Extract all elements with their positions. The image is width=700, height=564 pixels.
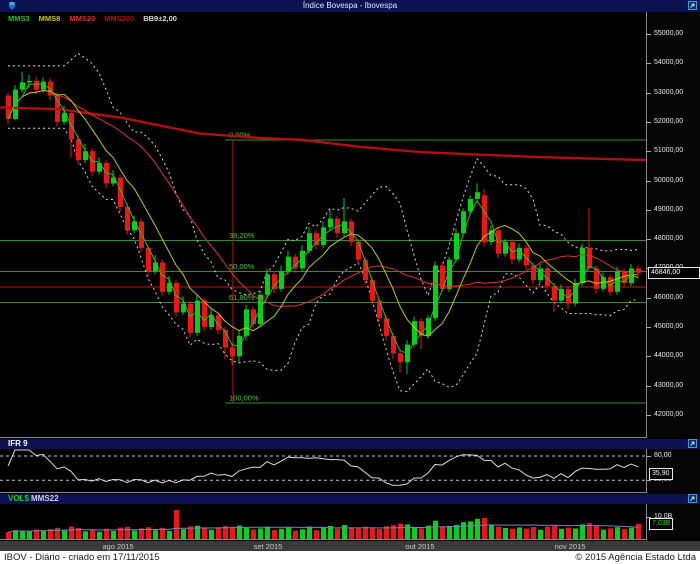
legend-item: MMS200	[104, 14, 135, 23]
price-tick-label: 52000,00	[654, 118, 684, 125]
price-tick-label: 53000,00	[654, 89, 684, 96]
window-title: Índice Bovespa - Ibovespa	[302, 1, 398, 10]
price-tick-label: 45000,00	[654, 323, 684, 330]
popout-main-icon[interactable]	[688, 1, 697, 10]
legend-item: BB9±2,00	[143, 14, 177, 23]
price-tick-label: 51000,00	[654, 147, 684, 154]
month-label: nov 2015	[554, 542, 586, 551]
vol-value-badge: 7,03B	[649, 518, 674, 530]
price-tick-label: 44000,00	[654, 352, 684, 359]
legend-item: MMS3	[8, 14, 30, 23]
last-price-badge: 46846,00	[648, 267, 700, 279]
ifr-title: IFR 9	[8, 439, 28, 448]
mms3-line	[7, 83, 639, 355]
bb-lower	[8, 127, 639, 393]
ifr-value-badge: 35,90	[649, 468, 673, 480]
price-axis: 46846,00 55000,00 54000,00 53000,00 5200…	[646, 12, 700, 438]
popout-vol-icon[interactable]	[688, 494, 697, 503]
price-tick-label: 49000,00	[654, 206, 684, 213]
price-tick-label: 48000,00	[654, 235, 684, 242]
price-tick-label: 50000,00	[654, 177, 684, 184]
fib-label: 61,80%	[229, 293, 255, 302]
month-label: out 2015	[405, 542, 435, 551]
vol-chart-canvas[interactable]	[0, 504, 646, 540]
chart-description: IBOV - Diário - criado em 17/11/2015	[4, 552, 160, 563]
price-tick-label: 46000,00	[654, 294, 684, 301]
rsi-line	[7, 449, 639, 486]
price-tick-label: 42000,00	[654, 411, 684, 418]
candles	[6, 72, 641, 374]
ifr-panel-header: IFR 9	[0, 439, 700, 449]
vol-mms22-line	[7, 524, 639, 533]
indicator-legend: MMS3 MMS8 MMS20 MMS200 BB9±2,00	[8, 14, 186, 23]
fib-label: 38,20%	[229, 231, 255, 240]
bb-upper	[8, 52, 639, 297]
ifr-upper-label: 80,00	[654, 452, 672, 459]
price-tick-label: 43000,00	[654, 382, 684, 389]
volume-bars	[6, 510, 641, 539]
status-bar: IBOV - Diário - criado em 17/11/2015 © 2…	[0, 551, 700, 564]
mms200-line	[0, 106, 646, 162]
vol-axis-label: 10,0B	[654, 513, 673, 520]
price-tick-label: 55000,00	[654, 30, 684, 37]
copyright: © 2015 Agência Estado Ltda	[575, 552, 696, 563]
legend-item: MMS20	[69, 14, 96, 23]
popout-ifr-icon[interactable]	[688, 439, 697, 448]
vol-axis: 10,0B 7,03B	[646, 504, 700, 540]
month-label: ago 2015	[102, 542, 134, 551]
main-chart-canvas[interactable]: 0,00% 38,20% 50,00% 61,80% 100,00%	[0, 12, 646, 438]
mms8-line	[7, 89, 639, 337]
time-axis: ago 2015 set 2015 out 2015 nov 2015	[0, 541, 700, 551]
legend-item: MMS8	[38, 14, 61, 23]
ifr-axis: 80,00 20,00 35,90	[646, 449, 700, 493]
logo-icon	[9, 2, 15, 10]
month-label: set 2015	[253, 542, 283, 551]
vol-ma-label: MMS22	[31, 494, 59, 503]
price-tick-label: 54000,00	[654, 59, 684, 66]
fib-label: 100,00%	[229, 394, 259, 403]
title-bar: Índice Bovespa - Ibovespa	[0, 0, 700, 12]
fib-label: 0,00%	[229, 131, 251, 140]
fib-label: 50,00%	[229, 262, 255, 271]
vol-panel-header: VOL$ MMS22	[0, 494, 700, 504]
mms20-line	[7, 89, 639, 308]
vol-title: VOL$	[8, 494, 29, 503]
ifr-chart-canvas[interactable]	[0, 449, 646, 493]
